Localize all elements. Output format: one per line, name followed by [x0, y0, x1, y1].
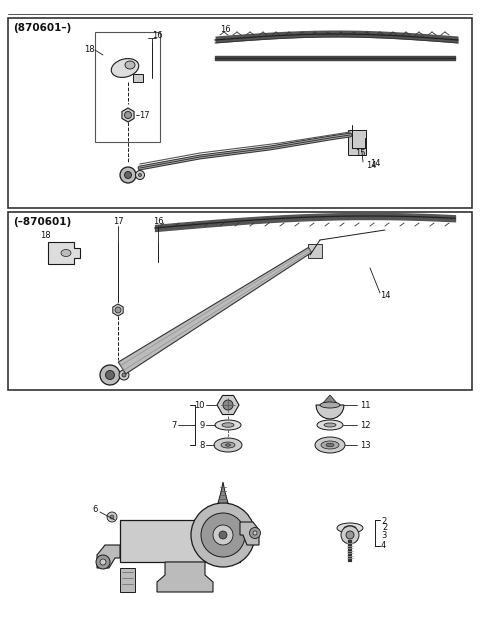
Polygon shape	[323, 395, 337, 403]
Ellipse shape	[111, 59, 139, 77]
Polygon shape	[48, 242, 80, 264]
Circle shape	[219, 531, 227, 539]
Text: 12: 12	[360, 421, 371, 429]
Ellipse shape	[315, 437, 345, 453]
Circle shape	[124, 172, 132, 178]
Ellipse shape	[321, 441, 339, 449]
Circle shape	[250, 527, 261, 539]
Circle shape	[106, 371, 115, 379]
Text: 3: 3	[381, 532, 386, 540]
Circle shape	[96, 555, 110, 569]
Polygon shape	[133, 74, 143, 82]
Text: 11: 11	[360, 401, 371, 409]
Ellipse shape	[61, 250, 71, 256]
Bar	[348, 130, 366, 155]
Polygon shape	[118, 248, 312, 374]
Circle shape	[100, 559, 106, 565]
Text: 14: 14	[370, 160, 381, 168]
Text: 16: 16	[152, 31, 163, 41]
Circle shape	[119, 370, 129, 380]
Text: 7: 7	[172, 421, 177, 429]
Text: 8: 8	[200, 441, 205, 449]
Ellipse shape	[344, 526, 356, 530]
Text: 2: 2	[381, 517, 386, 527]
Circle shape	[110, 515, 114, 519]
Text: 17: 17	[139, 110, 150, 120]
Text: 18: 18	[84, 46, 95, 54]
Ellipse shape	[221, 442, 235, 448]
Text: 4: 4	[381, 542, 386, 550]
Polygon shape	[120, 568, 135, 592]
Circle shape	[253, 531, 257, 535]
Polygon shape	[97, 545, 120, 568]
Circle shape	[120, 167, 136, 183]
Polygon shape	[157, 562, 213, 592]
Text: 2: 2	[382, 524, 387, 532]
Polygon shape	[218, 482, 228, 503]
Text: 14: 14	[366, 160, 376, 170]
Ellipse shape	[320, 402, 340, 408]
Ellipse shape	[214, 438, 242, 452]
Circle shape	[223, 400, 233, 410]
Ellipse shape	[317, 420, 343, 430]
Ellipse shape	[337, 523, 363, 533]
Ellipse shape	[125, 61, 135, 69]
Ellipse shape	[215, 420, 241, 430]
Bar	[120, 520, 240, 562]
Circle shape	[124, 112, 132, 119]
Ellipse shape	[324, 423, 336, 427]
Polygon shape	[122, 108, 134, 122]
Circle shape	[139, 173, 142, 177]
Text: 15: 15	[355, 149, 365, 157]
Text: 16: 16	[220, 26, 230, 34]
Polygon shape	[240, 522, 259, 545]
Text: 16: 16	[153, 218, 163, 227]
Text: 10: 10	[194, 401, 205, 409]
Text: (–870601): (–870601)	[13, 217, 71, 227]
Circle shape	[341, 526, 359, 544]
Text: 18: 18	[40, 230, 50, 240]
Circle shape	[201, 513, 245, 557]
Polygon shape	[217, 396, 239, 414]
Text: (870601–): (870601–)	[13, 23, 71, 33]
Text: 14: 14	[380, 291, 391, 300]
Circle shape	[115, 307, 121, 313]
Bar	[8, 212, 472, 390]
Bar	[308, 244, 322, 258]
Polygon shape	[113, 304, 123, 316]
Ellipse shape	[326, 443, 334, 447]
Text: 9: 9	[200, 421, 205, 429]
Text: 6: 6	[92, 505, 98, 515]
Circle shape	[107, 512, 117, 522]
Circle shape	[100, 365, 120, 385]
Text: 17: 17	[113, 218, 123, 227]
Ellipse shape	[226, 444, 230, 446]
Circle shape	[213, 525, 233, 545]
Circle shape	[191, 503, 255, 567]
Bar	[8, 18, 472, 208]
Ellipse shape	[222, 422, 234, 427]
Circle shape	[122, 373, 126, 377]
Circle shape	[346, 531, 354, 539]
Circle shape	[135, 170, 144, 180]
Polygon shape	[316, 405, 344, 419]
Bar	[95, 32, 160, 142]
Text: 13: 13	[360, 441, 371, 449]
